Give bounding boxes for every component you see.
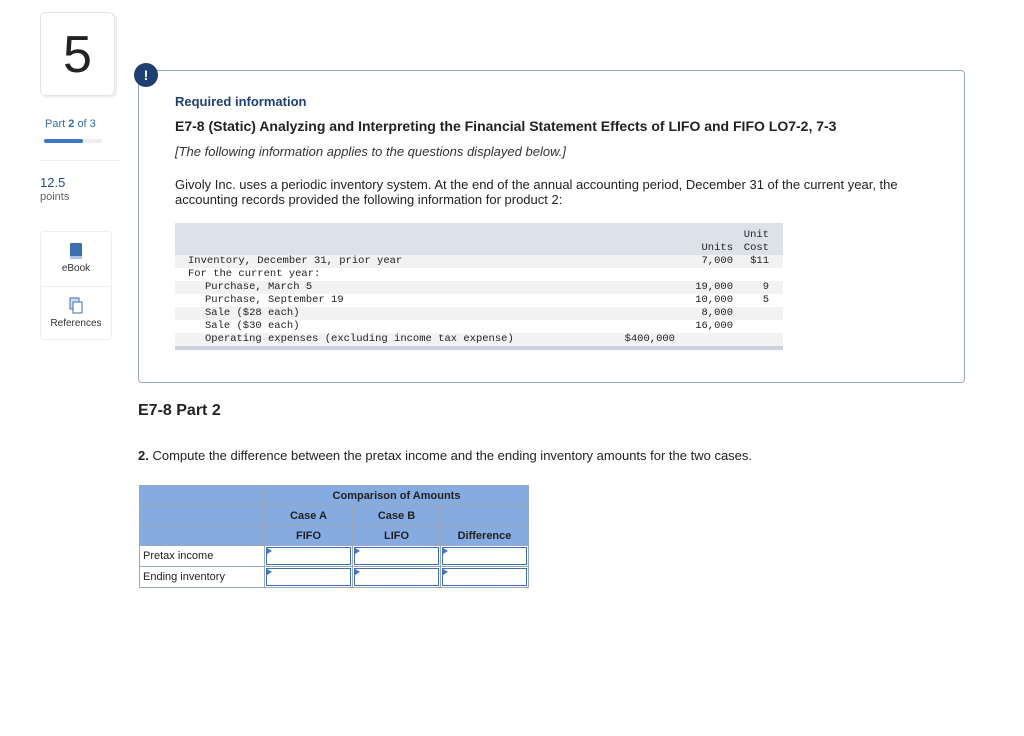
ebook-label: eBook — [61, 263, 91, 274]
row-amount — [595, 307, 675, 320]
row-label: Operating expenses (excluding income tax… — [205, 333, 514, 345]
row-units: 19,000 — [695, 281, 733, 293]
problem-note: [The following information applies to th… — [175, 144, 566, 159]
row-amount — [595, 255, 675, 268]
row-units — [675, 333, 733, 346]
question-text: 2. Compute the difference between the pr… — [138, 448, 753, 463]
row-units: 16,000 — [695, 320, 733, 332]
row-amount — [595, 320, 675, 333]
points-label: points — [40, 191, 70, 203]
book-icon — [70, 243, 82, 259]
ebook-button[interactable]: eBook — [41, 232, 111, 286]
part-title: E7-8 Part 2 — [138, 402, 221, 419]
table-row: Inventory, December 31, prior year 7,000 $… — [175, 255, 783, 268]
table-row: Pretax income — [139, 545, 529, 567]
table-row: Sale ($30 each) 16,000 — [175, 320, 783, 333]
row-cost — [733, 320, 783, 333]
unit-cost-header: Unit Cost — [743, 229, 769, 254]
row-cost — [733, 333, 783, 346]
references-label: References — [50, 318, 102, 329]
row-units — [675, 268, 733, 281]
row-label: Purchase, September 19 — [205, 294, 344, 306]
table-header: Units Unit Cost — [175, 223, 783, 255]
points-value: 12.5 — [40, 175, 66, 190]
problem-title: E7-8 (Static) Analyzing and Interpreting… — [175, 118, 837, 134]
row-amount: $400,000 — [624, 333, 675, 345]
row-amount — [595, 294, 675, 307]
row-units: 8,000 — [701, 307, 733, 319]
ending-lifo-input[interactable] — [354, 568, 439, 586]
part-suffix: of 3 — [77, 118, 96, 130]
references-button[interactable]: References — [41, 286, 111, 340]
table-row: Operating expenses (excluding income tax… — [175, 333, 783, 346]
row-label: Inventory, December 31, prior year — [188, 255, 403, 267]
progress-fill — [44, 139, 83, 143]
difference-header: Difference — [440, 525, 529, 546]
inventory-table: Units Unit Cost Inventory, December 31, pr… — [175, 223, 783, 350]
copy-icon — [69, 297, 83, 314]
row-label: Sale ($28 each) — [205, 307, 300, 319]
lifo-header: LIFO — [352, 525, 441, 546]
tools-panel: eBook References — [40, 231, 112, 340]
row-label: Purchase, March 5 — [205, 281, 313, 293]
row-amount — [595, 281, 675, 294]
pretax-difference-input[interactable] — [442, 547, 527, 565]
divider — [40, 160, 120, 161]
table-row: Ending inventory — [139, 566, 529, 588]
row-units: 10,000 — [695, 294, 733, 306]
pretax-fifo-input[interactable] — [266, 547, 351, 565]
table-row: Purchase, September 19 10,000 5 — [175, 294, 783, 307]
row-label: Sale ($30 each) — [205, 320, 300, 332]
row-amount — [595, 268, 675, 281]
question-number: 5 — [40, 12, 115, 96]
table-row: Sale ($28 each) 8,000 — [175, 307, 783, 320]
case-a-header: Case A — [264, 505, 353, 526]
row-label: Ending inventory — [139, 566, 265, 588]
units-header: Units — [701, 242, 733, 254]
part-indicator: Part 2 of 3 — [45, 118, 96, 130]
row-cost: $11 — [750, 255, 769, 267]
row-cost: 9 — [762, 281, 769, 293]
table-row: For the current year: — [175, 268, 783, 281]
alert-icon: ! — [134, 63, 158, 87]
problem-intro: Givoly Inc. uses a periodic inventory sy… — [175, 177, 898, 207]
row-cost: 5 — [762, 294, 769, 306]
part-prefix: Part — [45, 118, 66, 130]
pretax-lifo-input[interactable] — [354, 547, 439, 565]
part-current: 2 — [68, 118, 75, 130]
table-row: Purchase, March 5 19,000 9 — [175, 281, 783, 294]
answer-grid: Comparison of Amounts Case A Case B FIFO L… — [139, 485, 529, 588]
required-info-panel — [138, 70, 965, 383]
row-cost — [733, 307, 783, 320]
required-heading: Required information — [175, 94, 307, 109]
ending-fifo-input[interactable] — [266, 568, 351, 586]
fifo-header: FIFO — [264, 525, 353, 546]
comparison-header: Comparison of Amounts — [264, 485, 529, 506]
row-label: Pretax income — [139, 545, 265, 567]
case-b-header: Case B — [352, 505, 441, 526]
row-cost — [733, 268, 783, 281]
row-label: For the current year: — [188, 268, 321, 280]
part-progress-bar — [44, 139, 102, 143]
ending-difference-input[interactable] — [442, 568, 527, 586]
row-units: 7,000 — [701, 255, 733, 267]
